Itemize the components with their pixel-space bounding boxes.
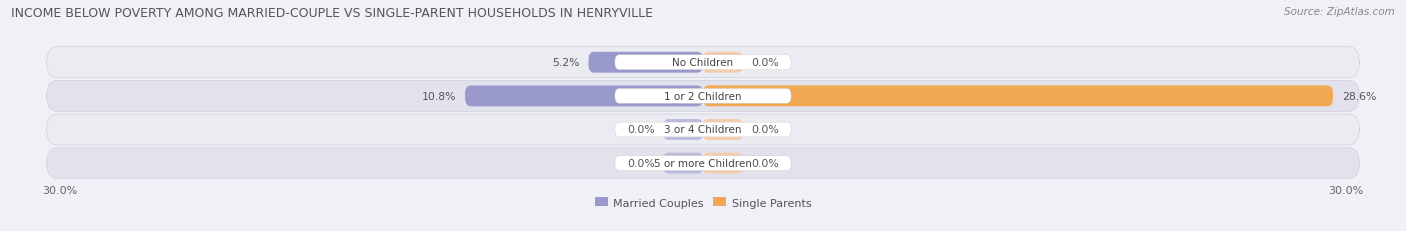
FancyBboxPatch shape xyxy=(703,120,742,140)
Text: 3 or 4 Children: 3 or 4 Children xyxy=(664,125,742,135)
Text: 30.0%: 30.0% xyxy=(42,185,77,195)
FancyBboxPatch shape xyxy=(614,56,792,70)
Text: 28.6%: 28.6% xyxy=(1341,91,1376,101)
FancyBboxPatch shape xyxy=(703,53,742,73)
FancyBboxPatch shape xyxy=(46,115,1360,145)
Text: 5 or more Children: 5 or more Children xyxy=(654,158,752,168)
Text: 0.0%: 0.0% xyxy=(751,158,779,168)
Text: 10.8%: 10.8% xyxy=(422,91,457,101)
Text: 0.0%: 0.0% xyxy=(751,125,779,135)
FancyBboxPatch shape xyxy=(465,86,703,107)
FancyBboxPatch shape xyxy=(614,89,792,104)
Text: Source: ZipAtlas.com: Source: ZipAtlas.com xyxy=(1284,7,1395,17)
Text: 30.0%: 30.0% xyxy=(1329,185,1364,195)
FancyBboxPatch shape xyxy=(614,123,792,137)
FancyBboxPatch shape xyxy=(46,48,1360,78)
FancyBboxPatch shape xyxy=(664,120,703,140)
Legend: Married Couples, Single Parents: Married Couples, Single Parents xyxy=(591,193,815,212)
Text: 0.0%: 0.0% xyxy=(751,58,779,68)
FancyBboxPatch shape xyxy=(46,148,1360,179)
FancyBboxPatch shape xyxy=(703,153,742,174)
FancyBboxPatch shape xyxy=(664,153,703,174)
Text: 1 or 2 Children: 1 or 2 Children xyxy=(664,91,742,101)
Text: No Children: No Children xyxy=(672,58,734,68)
FancyBboxPatch shape xyxy=(46,81,1360,112)
Text: 5.2%: 5.2% xyxy=(553,58,579,68)
FancyBboxPatch shape xyxy=(589,53,703,73)
FancyBboxPatch shape xyxy=(703,86,1333,107)
Text: INCOME BELOW POVERTY AMONG MARRIED-COUPLE VS SINGLE-PARENT HOUSEHOLDS IN HENRYVI: INCOME BELOW POVERTY AMONG MARRIED-COUPL… xyxy=(11,7,654,20)
FancyBboxPatch shape xyxy=(614,156,792,171)
Text: 0.0%: 0.0% xyxy=(627,125,655,135)
Text: 0.0%: 0.0% xyxy=(627,158,655,168)
